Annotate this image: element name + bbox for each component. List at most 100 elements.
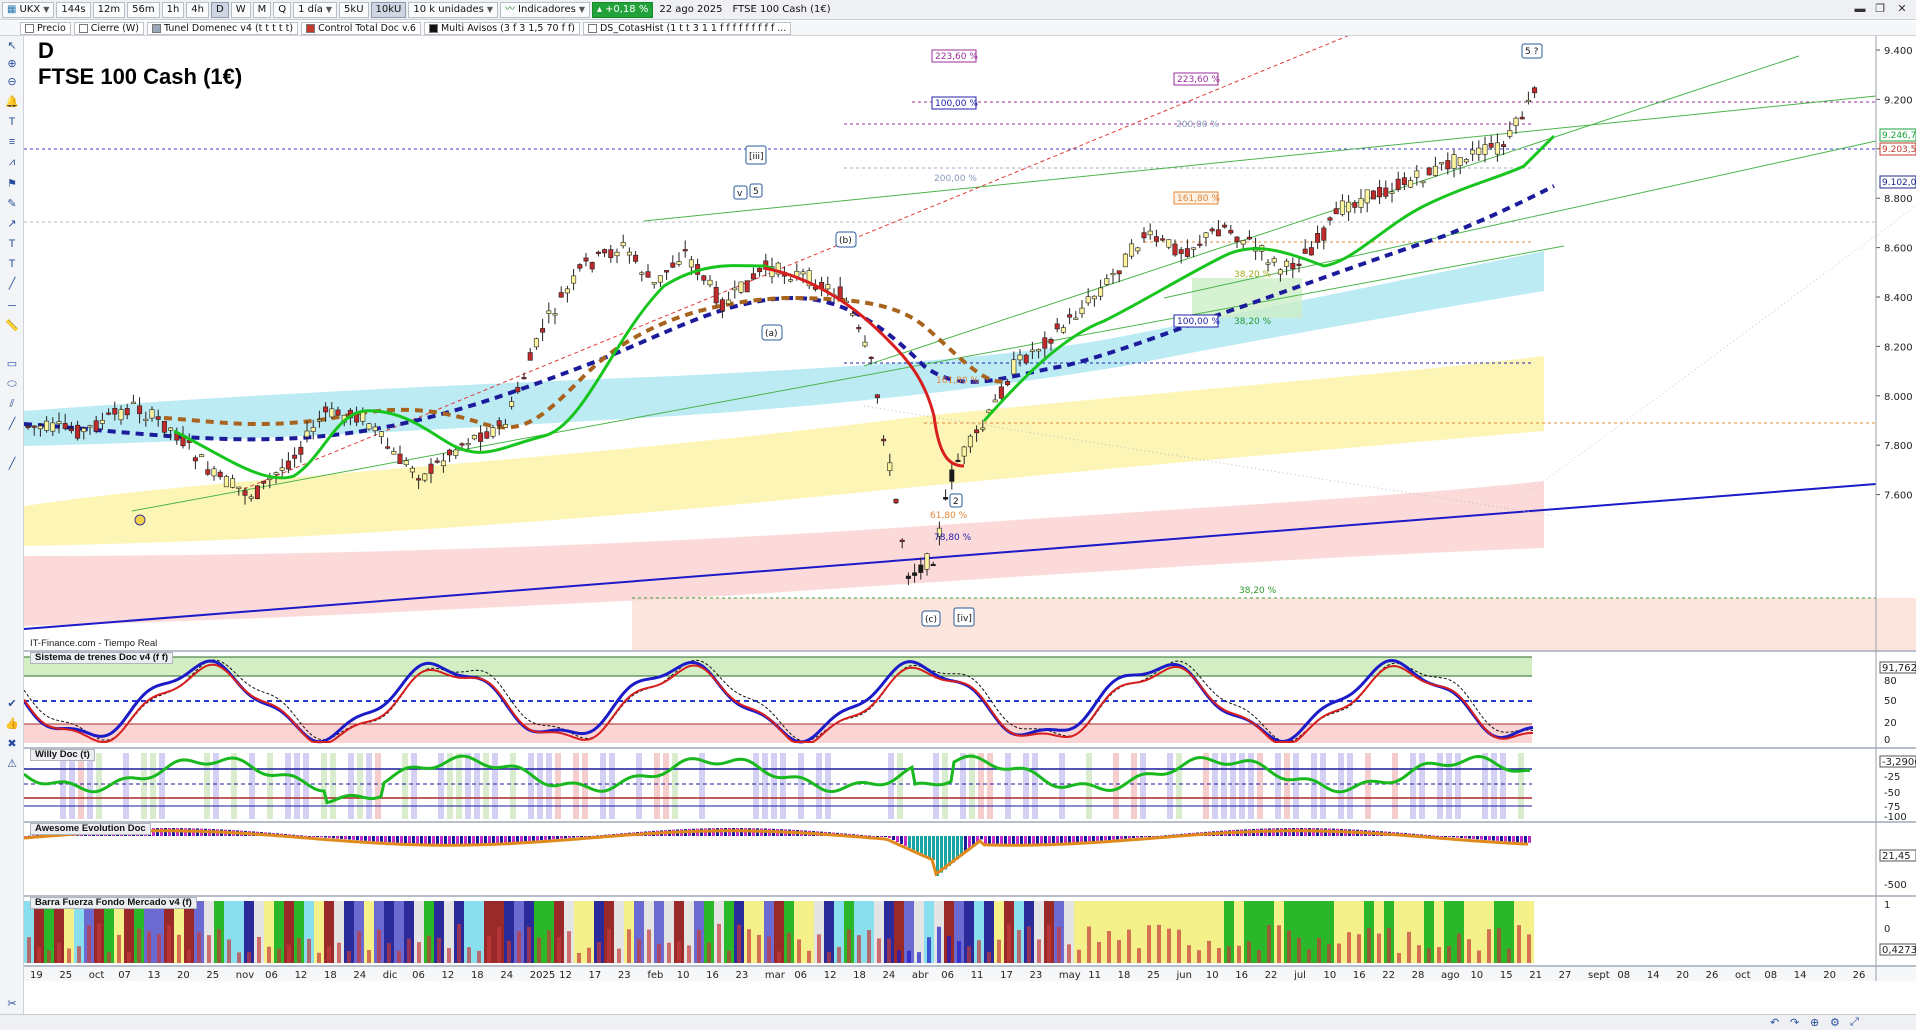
- indicator-tab-label: Tunel Domenec v4 (t t t t t): [164, 22, 294, 34]
- channel-icon[interactable]: ⫽: [9, 398, 15, 410]
- candle: [589, 261, 595, 273]
- candle: [670, 255, 676, 269]
- candle: [1184, 239, 1190, 258]
- indicator-tab-price[interactable]: Precio: [20, 21, 71, 35]
- close-icon[interactable]: ✕: [1897, 3, 1907, 15]
- period-label: 1 día: [298, 3, 323, 15]
- candle: [1432, 156, 1438, 177]
- symbol-selector[interactable]: ▦ UKX ▼: [2, 1, 55, 18]
- thumbs-up-icon[interactable]: 👍: [5, 718, 19, 730]
- timeframe-144s[interactable]: 144s: [56, 1, 91, 18]
- cursor-icon[interactable]: ↖: [7, 40, 17, 52]
- text-icon[interactable]: T: [8, 238, 16, 250]
- timeframe-label: M: [257, 3, 267, 15]
- candle: [546, 302, 552, 324]
- pen-icon[interactable]: ✎: [7, 198, 17, 210]
- trend-line-icon[interactable]: ╱: [8, 418, 16, 430]
- text-tool-icon[interactable]: T: [8, 116, 16, 128]
- timeframe-4h[interactable]: 4h: [186, 1, 209, 18]
- indicator-tab-tunel[interactable]: Tunel Domenec v4 (t t t t t): [147, 21, 299, 35]
- timeframe-12m[interactable]: 12m: [92, 1, 126, 18]
- candle: [533, 337, 539, 350]
- units-select[interactable]: 10 k unidades ▼: [408, 1, 499, 18]
- candle: [1029, 341, 1035, 360]
- date-tick-label: 10: [1206, 970, 1219, 981]
- pane-awesome: [24, 823, 1916, 895]
- timeframe-m[interactable]: M: [252, 1, 272, 18]
- pane-header-barra-fuerza[interactable]: Barra Fuerza Fondo Mercado v4 (f): [30, 897, 197, 909]
- candle: [577, 263, 583, 272]
- pane-separator: [24, 895, 1916, 897]
- indicator-tab-cotashist[interactable]: DS_CotasHist (1 t t 3 1 1 f f f f f f f …: [582, 21, 792, 35]
- candle: [571, 269, 577, 291]
- candle: [564, 285, 570, 303]
- indicator-tab-control-total[interactable]: Control Total Doc v.6: [301, 21, 421, 35]
- date-tick-label: feb: [647, 970, 663, 981]
- text-bold-icon[interactable]: T: [8, 258, 16, 270]
- timeframe-label: D: [215, 3, 224, 15]
- up-arrow-icon: ▴: [596, 3, 602, 15]
- minimize-icon[interactable]: ▬: [1854, 3, 1866, 15]
- drawing-tools-strip: ↖ ⊕ ⊖ 🔔 T ≡ ⩘ ⚑ ✎ ↗ T T ╱ ─ 📏 ▭ ⬭ ⫽ ╱ ╱ …: [0, 36, 24, 1016]
- pane-header-trenes[interactable]: Sistema de trenes Doc v4 (f f): [30, 652, 174, 664]
- restore-icon[interactable]: ❐: [1875, 3, 1885, 15]
- arrow-tool-icon[interactable]: ↗: [7, 218, 17, 230]
- warning-icon[interactable]: ⚠: [7, 758, 17, 770]
- chart-canvas[interactable]: 9.4009.2009.0008.8008.6008.4008.2008.000…: [24, 36, 1916, 1014]
- checkmark-icon[interactable]: ✔: [7, 698, 17, 710]
- timeframe-56m[interactable]: 56m: [127, 1, 160, 18]
- period-select[interactable]: 1 día ▼: [293, 1, 338, 18]
- date-tick-label: 23: [618, 970, 631, 981]
- timeframe-w[interactable]: W: [230, 1, 251, 18]
- long-trendline: [24, 483, 1877, 630]
- units-10k-button[interactable]: 10kU: [370, 1, 407, 18]
- fit-screen-icon[interactable]: ⤢: [1850, 1016, 1859, 1028]
- date-tick-label: 25: [59, 970, 72, 981]
- pane-header-willy[interactable]: Willy Doc (t): [30, 749, 95, 761]
- date-tick-label: 24: [883, 970, 896, 981]
- candle: [459, 442, 465, 448]
- indicator-tab-close[interactable]: Cierre (W): [73, 21, 145, 35]
- indicators-button[interactable]: 〰 Indicadores ▼: [500, 1, 590, 18]
- candle: [490, 425, 496, 439]
- date-tick-label: mar: [765, 970, 786, 981]
- ellipse-icon[interactable]: ⬭: [7, 378, 17, 390]
- chevron-down-icon: ▼: [486, 4, 494, 14]
- fibonacci-icon[interactable]: ≡: [8, 136, 16, 148]
- units-5k-button[interactable]: 5kU: [339, 1, 369, 18]
- timeframe-q[interactable]: Q: [273, 1, 292, 18]
- settings-icon[interactable]: ⚙: [1830, 1017, 1840, 1029]
- line-tool-icon[interactable]: ╱: [8, 278, 16, 290]
- date-tick-label: dic: [383, 970, 398, 981]
- candle: [602, 248, 608, 258]
- candle: [998, 383, 1004, 403]
- zoom-icon[interactable]: ⊕: [1810, 1017, 1820, 1029]
- fibonacci-fan-icon[interactable]: ⩘: [8, 156, 16, 168]
- candle: [385, 437, 391, 450]
- ruler-icon[interactable]: 📏: [5, 320, 19, 332]
- scissors-icon[interactable]: ✂: [7, 998, 17, 1010]
- redo-icon[interactable]: ↷: [1790, 1017, 1800, 1029]
- undo-icon[interactable]: ↶: [1770, 1017, 1780, 1029]
- trend-line-green-icon[interactable]: ╱: [8, 458, 16, 470]
- date-tick-label: 17: [589, 970, 602, 981]
- zoom-in-icon[interactable]: ⊕: [7, 58, 17, 70]
- candle: [1191, 247, 1197, 258]
- candle: [1482, 136, 1488, 163]
- indicator-tab-multi-avisos[interactable]: Multi Avisos (3 f 3 1,5 70 f f): [423, 21, 580, 35]
- zoom-out-icon[interactable]: ⊖: [7, 76, 17, 88]
- flag-icon[interactable]: ⚑: [7, 178, 17, 190]
- timeframe-d[interactable]: D: [210, 1, 229, 18]
- timeframe-label: 12m: [97, 3, 121, 15]
- candle: [44, 416, 50, 433]
- rectangle-icon[interactable]: ▭: [6, 358, 18, 370]
- candle: [775, 261, 781, 278]
- delete-icon[interactable]: ✖: [7, 738, 17, 750]
- candle: [1476, 140, 1482, 161]
- pane-header-awesome[interactable]: Awesome Evolution Doc: [30, 823, 151, 835]
- pane-separator: [24, 965, 1916, 967]
- candle: [1141, 227, 1147, 243]
- alarm-icon[interactable]: 🔔: [5, 96, 19, 108]
- horizontal-line-icon[interactable]: ─: [8, 300, 16, 312]
- timeframe-1h[interactable]: 1h: [161, 1, 185, 18]
